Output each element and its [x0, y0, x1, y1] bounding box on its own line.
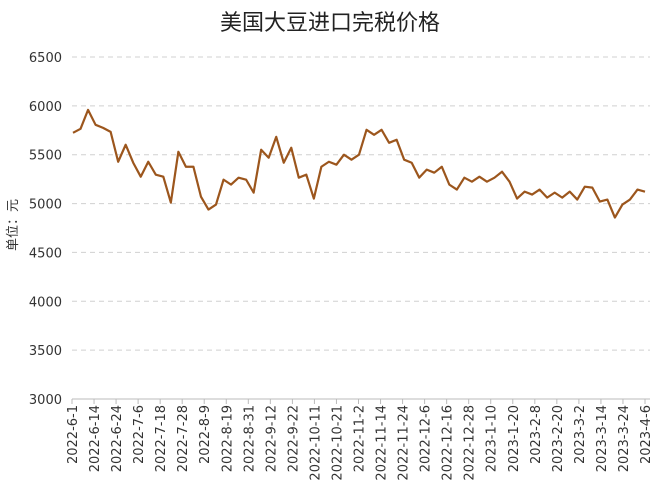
y-tick-label: 3000: [29, 393, 62, 408]
x-tick-label: 2022-10-21: [330, 405, 345, 481]
x-tick-label: 2022-9-22: [286, 405, 301, 472]
x-tick-label: 2023-1-10: [485, 405, 500, 472]
y-tick-label: 6000: [29, 100, 62, 115]
y-tick-label: 5500: [29, 149, 62, 164]
y-tick-label: 6500: [29, 51, 62, 66]
x-tick-label: 2022-6-1: [66, 405, 81, 464]
x-tick-label: 2022-11-14: [375, 405, 390, 481]
x-tick-label: 2022-12-6: [419, 405, 434, 472]
x-tick-label: 2022-8-31: [242, 405, 257, 472]
price-line: [72, 108, 646, 219]
x-tick-label: 2022-8-9: [198, 405, 213, 464]
y-tick-label: 5000: [29, 198, 62, 213]
x-tick-label: 2023-3-24: [617, 405, 632, 472]
x-tick-label: 2023-2-8: [529, 405, 544, 464]
x-tick-label: 2022-9-12: [264, 405, 279, 472]
x-tick-label: 2022-7-28: [176, 405, 191, 472]
x-tick-label: 2022-6-14: [88, 405, 103, 472]
x-tick-label: 2023-1-20: [507, 405, 522, 472]
x-tick-label: 2022-12-28: [463, 405, 478, 481]
y-tick-label: 3500: [29, 344, 62, 359]
x-tick-label: 2023-3-14: [595, 405, 610, 472]
x-tick-label: 2023-2-20: [551, 405, 566, 472]
x-tick-label: 2022-12-16: [441, 405, 456, 481]
x-tick-label: 2022-11-24: [397, 405, 412, 481]
x-tick-label: 2023-4-6: [639, 405, 654, 464]
x-tick-label: 2022-7-6: [132, 405, 147, 464]
chart-title: 美国大豆进口完税价格: [220, 11, 440, 36]
x-tick-label: 2022-8-19: [220, 405, 235, 472]
x-tick-label: 2023-3-2: [573, 405, 588, 464]
y-tick-label: 4500: [29, 246, 62, 261]
x-tick-label: 2022-10-11: [308, 405, 323, 481]
x-tick-label: 2022-11-2: [353, 405, 368, 472]
x-tick-label: 2022-7-18: [154, 405, 169, 472]
x-tick-label: 2022-6-24: [110, 405, 125, 472]
y-axis-label: 单位：元: [6, 199, 21, 251]
y-tick-label: 4000: [29, 295, 62, 310]
